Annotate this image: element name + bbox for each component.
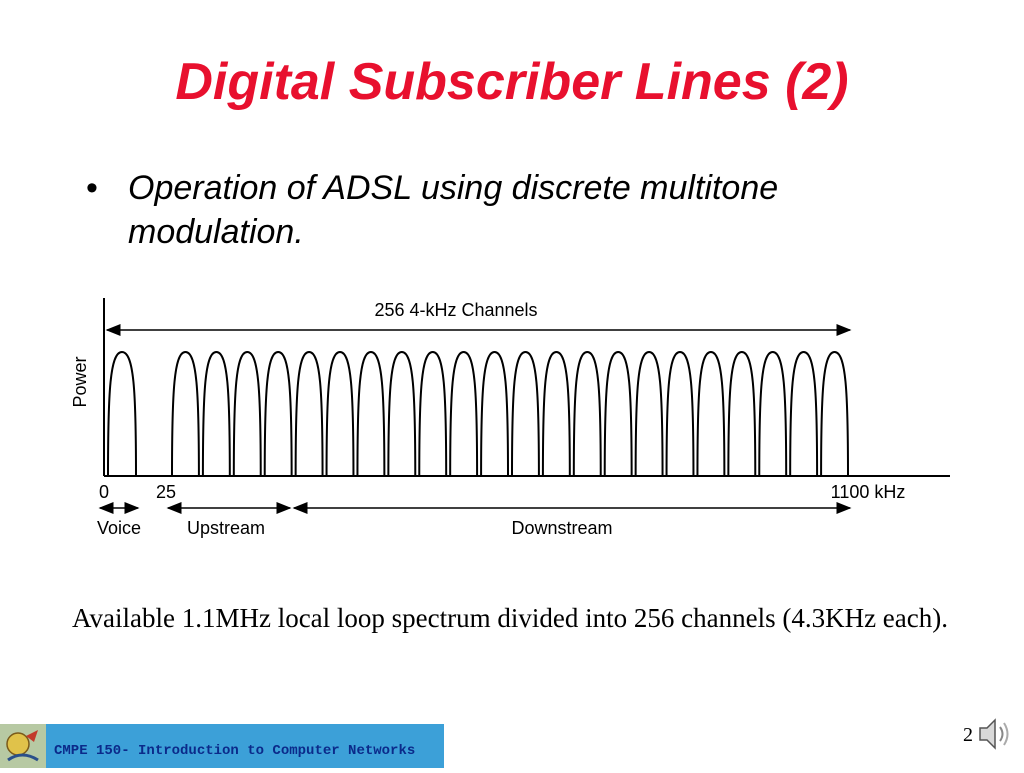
channel-lobe: [418, 350, 448, 477]
tick-label-1100: 1100 kHz: [831, 482, 906, 502]
channel-lobe: [232, 350, 262, 477]
channel-lobe: [480, 350, 509, 477]
page-number: 2: [963, 724, 973, 746]
channel-lobe: [356, 350, 386, 477]
channel-lobe: [171, 350, 200, 477]
speaker-icon[interactable]: [972, 714, 1014, 754]
channel-lobe: [758, 350, 788, 477]
channel-lobe: [263, 350, 293, 477]
channel-lobe: [449, 350, 479, 477]
voice-band-label: Voice: [97, 518, 141, 538]
logo-icon: [0, 724, 46, 768]
channel-lobe: [325, 350, 355, 477]
channel-lobes: [107, 350, 849, 477]
tick-label-25: 25: [156, 482, 176, 502]
channel-lobe: [634, 350, 664, 477]
channel-lobe: [294, 350, 324, 477]
caption: Available 1.1MHz local loop spectrum div…: [72, 603, 948, 633]
upstream-band-label: Upstream: [187, 518, 265, 538]
channel-lobe: [107, 350, 137, 477]
channel-lobe: [820, 350, 849, 477]
bullet-item: • Operation of ADSL using discrete multi…: [86, 166, 946, 254]
channel-lobe: [665, 350, 695, 477]
bullet-dot: •: [86, 169, 98, 207]
downstream-band-label: Downstream: [511, 518, 612, 538]
slide-title: Digital Subscriber Lines (2): [175, 53, 849, 111]
channel-lobe: [541, 350, 571, 477]
bullet-text: Operation of ADSL using discrete multito…: [128, 169, 779, 251]
channel-lobe: [727, 350, 757, 477]
adsl-spectrum-diagram: Power 256 4-kHz Channels 0 25 1100 kHz V…: [70, 298, 950, 538]
channel-lobe: [511, 350, 540, 477]
channel-lobe: [572, 350, 602, 477]
channels-label: 256 4-kHz Channels: [374, 300, 537, 320]
channel-lobe: [201, 350, 231, 477]
channel-lobe: [789, 350, 819, 477]
footer-text: CMPE 150- Introduction to Computer Netwo…: [54, 743, 416, 759]
channel-lobe: [603, 350, 633, 477]
channel-lobe: [387, 350, 417, 477]
footer-bar: [0, 724, 444, 768]
tick-label-0: 0: [99, 482, 109, 502]
y-axis-label: Power: [70, 356, 90, 407]
channel-lobe: [696, 350, 726, 477]
